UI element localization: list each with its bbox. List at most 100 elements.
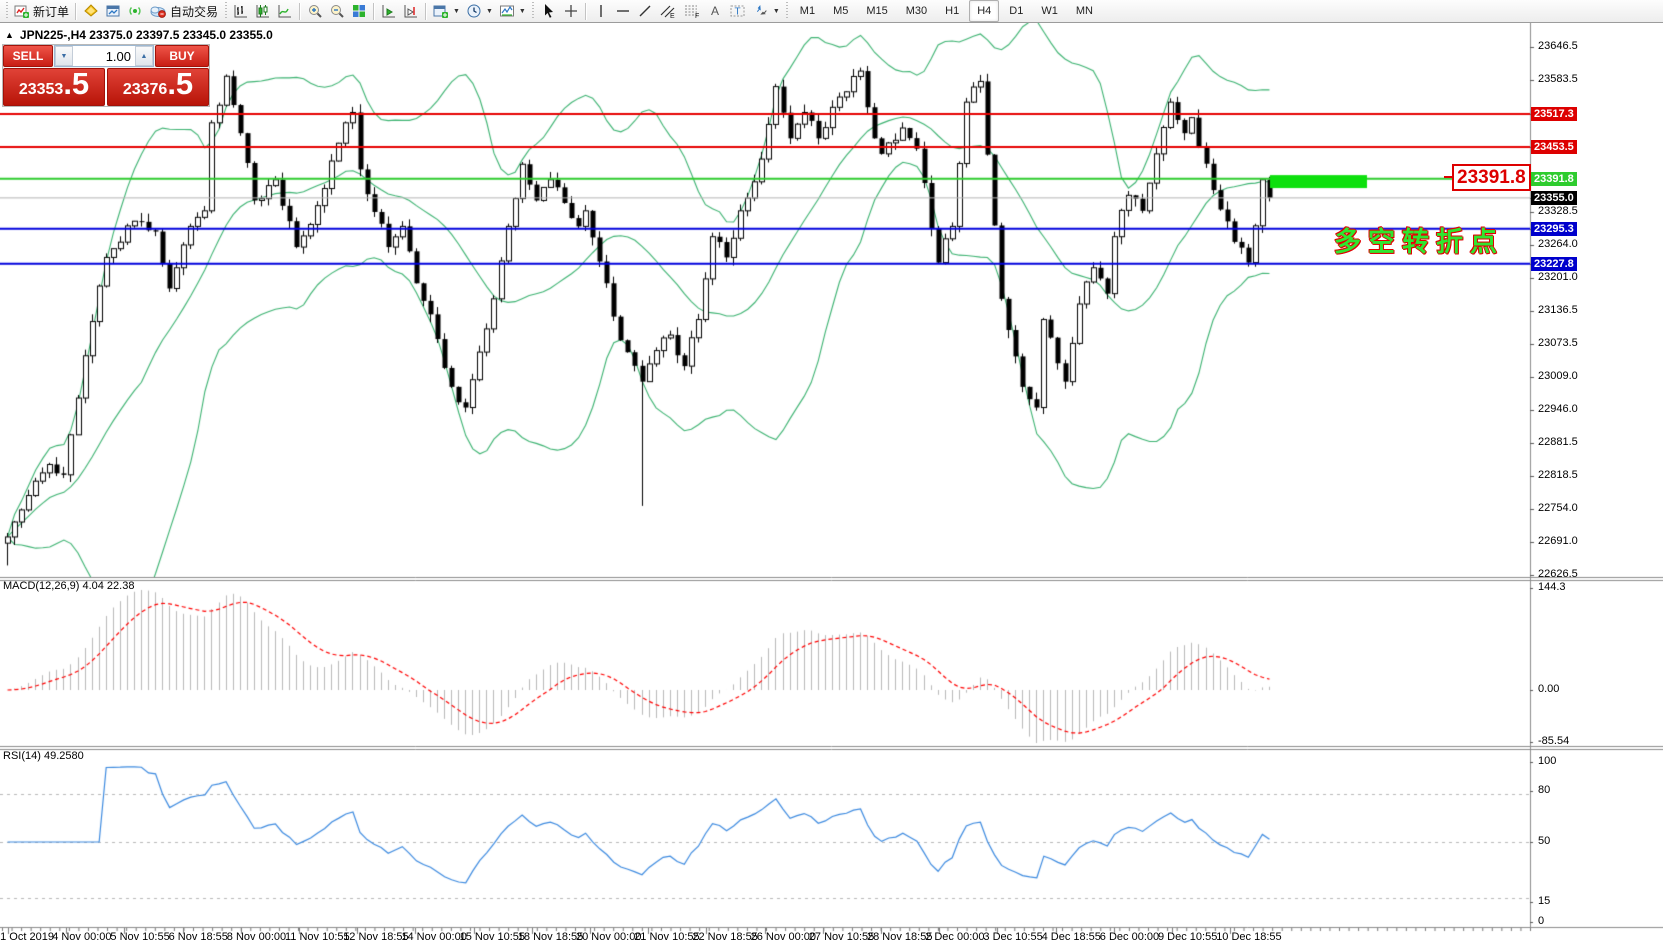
arrows-button[interactable]: ▼ (750, 1, 783, 21)
sell-price-display[interactable]: 23353 .5 (3, 68, 105, 106)
favorites-button[interactable] (80, 1, 102, 21)
zoom-out-button[interactable] (326, 1, 348, 21)
text-label-button[interactable]: T (726, 1, 750, 21)
new-order-button[interactable]: 新订单 (11, 1, 72, 21)
time-axis-label: 6 Nov 18:55 (168, 931, 228, 943)
timeframe-M1[interactable]: M1 (799, 5, 816, 17)
buy-price-main: 23376 (122, 81, 168, 98)
line-chart-button[interactable] (274, 1, 296, 21)
dropdown-caret-icon: ▼ (485, 7, 493, 15)
time-axis-label: 6 Dec 00:00 (1099, 931, 1160, 943)
price-callout-label[interactable]: 23391.8 (1444, 164, 1531, 191)
price-tag: 23227.8 (1531, 256, 1577, 271)
new-order-label: 新订单 (33, 4, 70, 19)
crosshair-button[interactable] (560, 1, 582, 21)
chart-window-button[interactable] (102, 1, 124, 21)
price-tick-label: 23264.0 (1538, 238, 1578, 250)
dropdown-caret-icon: ▼ (518, 7, 526, 15)
chart-window-icon (106, 5, 120, 17)
volume-input[interactable] (73, 46, 135, 66)
bar-chart-icon (234, 5, 248, 18)
tile-windows-icon (353, 5, 366, 17)
autotrading-icon (150, 6, 166, 18)
buy-price-fraction: .5 (167, 66, 194, 101)
text-button[interactable]: A (704, 1, 726, 21)
tile-windows-button[interactable] (348, 1, 370, 21)
signals-button[interactable] (124, 1, 146, 21)
buy-price-display[interactable]: 23376 .5 (107, 68, 209, 106)
gold-icon (84, 4, 98, 17)
sell-button[interactable]: SELL (3, 45, 53, 67)
rsi-axis-label: 100 (1538, 755, 1557, 767)
timeframe-M30[interactable]: M30 (905, 5, 928, 17)
candlestick-chart-button[interactable] (252, 1, 274, 21)
time-axis-label: 15 Nov 10:55 (459, 931, 526, 943)
trendline-button[interactable] (634, 1, 656, 21)
trendline-icon (639, 5, 651, 17)
time-axis-label: 31 Oct 2019 (0, 931, 54, 943)
collapse-triangle-icon[interactable]: ▲ (5, 30, 14, 40)
templates-button[interactable]: ▼ (496, 1, 529, 21)
vertical-line-button[interactable] (590, 1, 612, 21)
volume-increase-button[interactable]: ▲ (135, 46, 153, 66)
timeframe-MN[interactable]: MN (1075, 5, 1093, 17)
price-tick-label: 23136.5 (1538, 304, 1578, 316)
timeframe-M5[interactable]: M5 (833, 5, 849, 17)
chart-canvas[interactable] (0, 23, 1663, 947)
bar-chart-button[interactable] (230, 1, 252, 21)
toolbar-grip[interactable] (223, 2, 229, 20)
time-axis-label: 8 Nov 00:00 (226, 931, 287, 943)
time-axis-label: 20 Nov 00:00 (576, 931, 642, 943)
toolbar-separator (75, 2, 78, 20)
zoom-in-button[interactable] (304, 1, 326, 21)
price-tag: 23295.3 (1531, 221, 1577, 236)
horizontal-line-button[interactable] (612, 1, 634, 21)
macd-axis-label: 0.00 (1538, 683, 1560, 695)
toolbar-separator (584, 2, 587, 20)
time-axis-label: 9 Dec 10:55 (1158, 931, 1218, 943)
rsi-axis-label: 80 (1538, 784, 1551, 796)
price-tick-label: 23073.5 (1538, 336, 1578, 349)
rsi-axis-label: 0 (1538, 915, 1545, 927)
chart-shift-button[interactable] (400, 1, 422, 21)
dropdown-caret-icon: ▼ (772, 7, 780, 15)
toolbar-separator (373, 2, 376, 20)
time-axis-label: 18 Nov 18:55 (517, 931, 584, 943)
toolbar-grip[interactable] (530, 2, 536, 20)
autoscroll-button[interactable] (378, 1, 400, 21)
price-tick-label: 22946.0 (1538, 402, 1578, 415)
macd-axis-label: 144.3 (1538, 581, 1566, 593)
text-icon: A (711, 4, 719, 18)
equidistant-channel-button[interactable]: E (656, 1, 680, 21)
time-axis-label: 4 Dec 18:55 (1041, 931, 1101, 943)
autotrading-button[interactable]: 自动交易 (146, 1, 221, 21)
timeframe-M15[interactable]: M15 (866, 5, 888, 17)
volume-decrease-button[interactable]: ▼ (55, 46, 73, 66)
timeframe-D1[interactable]: D1 (1009, 5, 1024, 17)
turning-point-annotation[interactable]: 多空转折点 (1334, 227, 1504, 257)
buy-button[interactable]: BUY (155, 45, 209, 67)
timeframe-W1[interactable]: W1 (1041, 5, 1058, 17)
rsi-axis-label: 15 (1538, 895, 1551, 907)
one-click-trading-panel: SELL ▼ ▲ BUY 23353 .5 23376 .5 (2, 44, 210, 107)
macd-indicator-label: MACD(12,26,9) 4.04 22.38 (3, 580, 135, 592)
time-axis-label: 12 Nov 18:55 (343, 931, 409, 943)
toolbar-grip[interactable] (4, 2, 9, 20)
toolbar-grip[interactable] (784, 2, 790, 20)
fibonacci-button[interactable]: F (680, 1, 704, 21)
symbol-info[interactable]: ▲ JPN225-,H4 23375.0 23397.5 23345.0 233… (5, 28, 273, 42)
periods-button[interactable]: ▼ (463, 1, 496, 21)
cursor-button[interactable] (538, 1, 560, 21)
price-tag: 23391.8 (1531, 171, 1577, 186)
timeframe-H1[interactable]: H1 (945, 5, 960, 17)
time-axis-label: 2 Dec 00:00 (925, 931, 985, 943)
price-tag: 23453.5 (1531, 139, 1577, 154)
rsi-indicator-label: RSI(14) 49.2580 (3, 750, 84, 762)
timeframe-H4[interactable]: H4 (969, 0, 1000, 22)
price-tick-label: 23583.5 (1538, 72, 1578, 85)
time-axis-label: 28 Nov 18:55 (867, 931, 933, 943)
new-chart-button[interactable]: ▼ (430, 1, 463, 21)
toolbar-separator (425, 2, 428, 20)
